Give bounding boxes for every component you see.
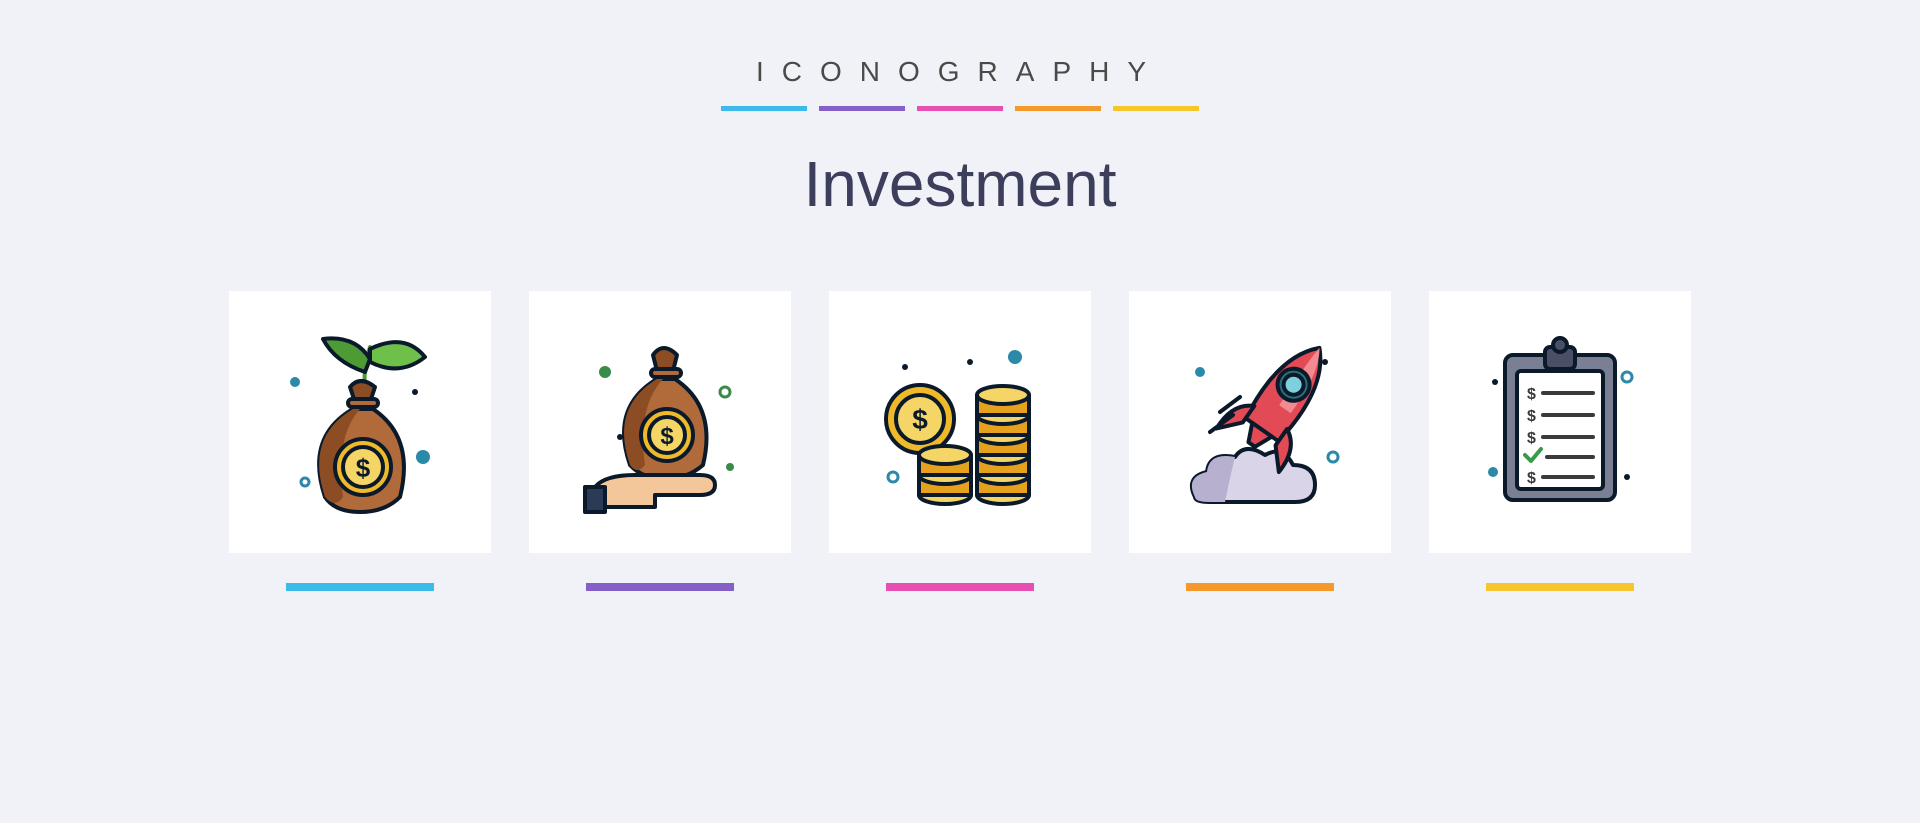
svg-text:$: $ (1527, 386, 1536, 403)
growth-money-bag-icon: $ (265, 327, 455, 517)
header: ICONOGRAPHY Investment (721, 56, 1199, 221)
icon-card-rocket (1129, 291, 1391, 591)
svg-text:$: $ (1527, 430, 1536, 447)
divider-seg-5 (1113, 106, 1199, 111)
icon-tile (1129, 291, 1391, 553)
divider-seg-2 (819, 106, 905, 111)
svg-text:$: $ (1527, 470, 1536, 487)
icon-tile: $ (529, 291, 791, 553)
divider-seg-4 (1015, 106, 1101, 111)
card-stripe (586, 583, 734, 591)
svg-text:$: $ (912, 404, 928, 435)
card-stripe (1186, 583, 1334, 591)
card-stripe (886, 583, 1034, 591)
divider (721, 106, 1199, 111)
svg-text:$: $ (1527, 408, 1536, 425)
icon-tile: $ (829, 291, 1091, 553)
icon-card-growth: $ (229, 291, 491, 591)
coin-stacks-icon: $ (865, 327, 1055, 517)
brand-label: ICONOGRAPHY (721, 56, 1199, 88)
icon-tile: $ (229, 291, 491, 553)
clipboard-budget-icon: $ $ $ $ (1465, 327, 1655, 517)
icon-card-coins: $ (829, 291, 1091, 591)
page-title: Investment (721, 147, 1199, 221)
card-stripe (1486, 583, 1634, 591)
icon-tile: $ $ $ $ (1429, 291, 1691, 553)
icon-card-clipboard: $ $ $ $ (1429, 291, 1691, 591)
icon-card-hand: $ (529, 291, 791, 591)
rocket-launch-icon (1165, 327, 1355, 517)
svg-text:$: $ (660, 423, 674, 450)
hand-money-bag-icon: $ (565, 327, 755, 517)
svg-text:$: $ (356, 453, 371, 483)
icon-row: $ (229, 291, 1691, 591)
divider-seg-3 (917, 106, 1003, 111)
divider-seg-1 (721, 106, 807, 111)
card-stripe (286, 583, 434, 591)
